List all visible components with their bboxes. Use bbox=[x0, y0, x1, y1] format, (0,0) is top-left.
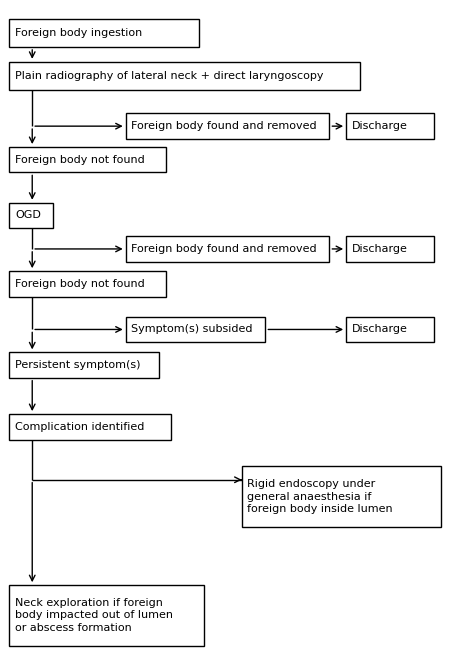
FancyBboxPatch shape bbox=[346, 236, 434, 262]
FancyBboxPatch shape bbox=[9, 203, 53, 228]
FancyBboxPatch shape bbox=[9, 147, 166, 172]
Text: Foreign body found and removed: Foreign body found and removed bbox=[131, 244, 317, 254]
FancyBboxPatch shape bbox=[9, 19, 199, 47]
Text: Foreign body found and removed: Foreign body found and removed bbox=[131, 121, 317, 131]
Text: OGD: OGD bbox=[15, 211, 41, 220]
FancyBboxPatch shape bbox=[9, 585, 204, 646]
FancyBboxPatch shape bbox=[126, 317, 265, 342]
Text: Foreign body not found: Foreign body not found bbox=[15, 279, 145, 289]
FancyBboxPatch shape bbox=[346, 317, 434, 342]
Text: Discharge: Discharge bbox=[352, 121, 408, 131]
Text: Symptom(s) subsided: Symptom(s) subsided bbox=[131, 325, 253, 334]
Text: Foreign body ingestion: Foreign body ingestion bbox=[15, 28, 142, 38]
Text: Rigid endoscopy under
general anaesthesia if
foreign body inside lumen: Rigid endoscopy under general anaesthesi… bbox=[247, 479, 393, 514]
FancyBboxPatch shape bbox=[9, 62, 360, 90]
FancyBboxPatch shape bbox=[9, 271, 166, 297]
Text: Foreign body not found: Foreign body not found bbox=[15, 155, 145, 164]
FancyBboxPatch shape bbox=[9, 414, 171, 440]
Text: Discharge: Discharge bbox=[352, 325, 408, 334]
FancyBboxPatch shape bbox=[242, 466, 441, 527]
FancyBboxPatch shape bbox=[126, 236, 329, 262]
FancyBboxPatch shape bbox=[346, 113, 434, 139]
Text: Neck exploration if foreign
body impacted out of lumen
or abscess formation: Neck exploration if foreign body impacte… bbox=[15, 598, 173, 633]
Text: Persistent symptom(s): Persistent symptom(s) bbox=[15, 360, 141, 370]
Text: Plain radiography of lateral neck + direct laryngoscopy: Plain radiography of lateral neck + dire… bbox=[15, 71, 324, 81]
Text: Discharge: Discharge bbox=[352, 244, 408, 254]
FancyBboxPatch shape bbox=[9, 352, 159, 378]
FancyBboxPatch shape bbox=[126, 113, 329, 139]
Text: Complication identified: Complication identified bbox=[15, 422, 145, 431]
